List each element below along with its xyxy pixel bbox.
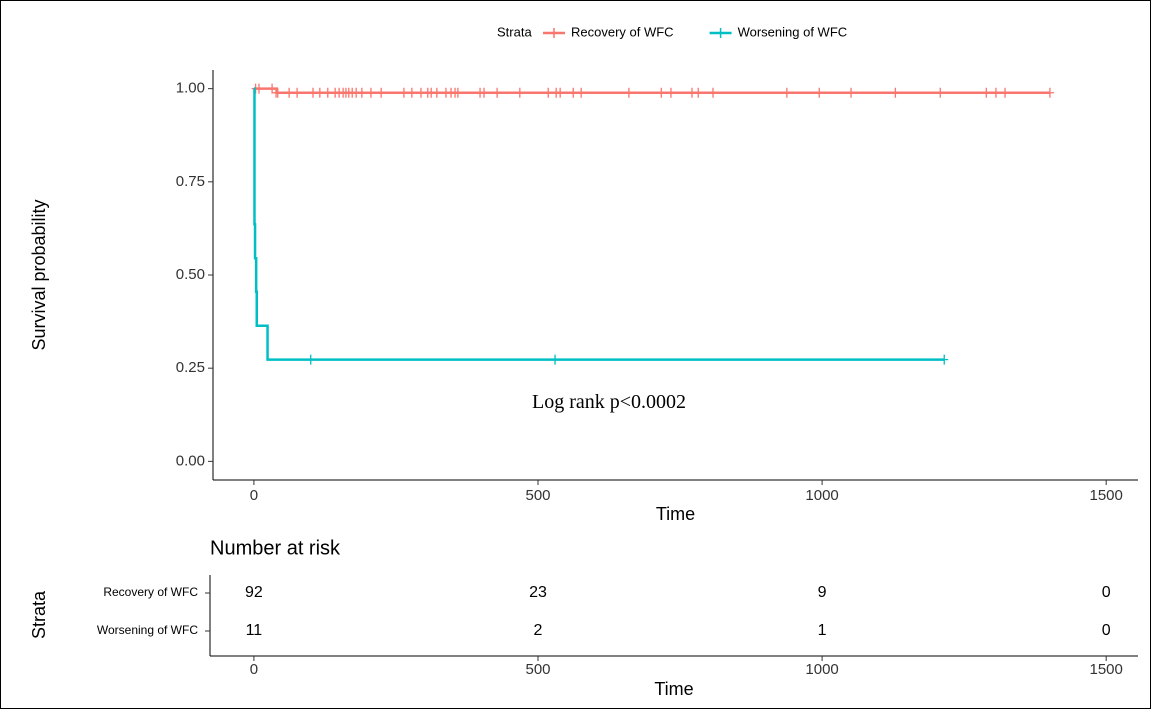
censor-mark [569,87,578,98]
censor-mark [657,87,666,98]
x-tick-label: 500 [525,661,550,678]
censor-mark [936,87,945,98]
x-tick-label: 1500 [1089,661,1122,678]
censor-mark [1001,87,1010,98]
censor-mark [891,87,900,98]
risk-count: 92 [245,584,263,601]
censor-mark [416,87,425,98]
risk-count: 23 [529,584,547,601]
y-tick-label: 0.00 [176,452,205,469]
risk-count: 0 [1102,584,1111,601]
censor-mark [694,87,703,98]
y-axis-title: Survival probability [29,199,49,350]
x-axis-title: Time [656,504,695,524]
censor-mark [432,87,441,98]
censor-mark [940,354,949,365]
table-title: Number at risk [210,537,341,559]
censor-mark [847,87,856,98]
censor-mark [357,87,366,98]
x-tick-label: 0 [250,487,258,504]
censor-mark [515,87,524,98]
censor-mark [377,87,386,98]
censor-mark [493,87,502,98]
censor-mark [309,87,317,98]
censor-mark [544,87,553,98]
risk-count: 2 [534,622,543,639]
legend-label: Recovery of WFC [571,24,674,39]
x-tick-label: 500 [525,487,550,504]
censor-mark [285,87,294,98]
legend-label: Worsening of WFC [738,24,848,39]
risk-count: 9 [818,584,827,601]
censor-mark [268,83,277,94]
censor-mark [293,87,302,98]
y-tick-label: 0.50 [176,266,205,283]
censor-mark [666,87,675,98]
x-axis-title: Time [654,679,693,699]
censor-mark [273,87,282,98]
y-axis-title: Strata [29,590,49,639]
x-tick-label: 1500 [1089,487,1122,504]
legend-title: Strata [497,24,532,39]
censor-mark [991,87,1000,98]
x-tick-label: 0 [250,661,258,678]
x-tick-label: 1000 [805,661,838,678]
censor-mark [453,87,462,98]
censor-mark [551,354,560,365]
row-label: Recovery of WFC [103,585,198,599]
censor-mark [624,87,633,98]
censor-mark [399,87,408,98]
censor-mark [1045,87,1054,98]
censor-mark [306,354,315,365]
censor-mark [815,87,824,98]
censor-mark [709,87,717,98]
censor-mark [480,87,489,98]
x-tick-label: 1000 [805,487,838,504]
y-tick-label: 1.00 [176,80,205,97]
y-tick-label: 0.75 [176,173,205,190]
risk-count: 0 [1102,622,1111,639]
censor-mark [323,87,332,98]
censor-mark [577,87,586,98]
censor-mark [407,87,416,98]
annotation: Log rank p<0.0002 [532,391,686,413]
risk-count: 11 [246,622,263,639]
survival-curve [253,87,945,361]
censor-mark [782,87,791,98]
censor-mark [255,83,264,94]
censor-mark [556,87,565,98]
censor-mark [366,87,375,98]
risk-count: 1 [818,622,827,639]
y-tick-label: 0.25 [176,359,205,376]
row-label: Worsening of WFC [97,623,198,637]
censor-mark [982,87,991,98]
censor-mark [315,87,324,98]
